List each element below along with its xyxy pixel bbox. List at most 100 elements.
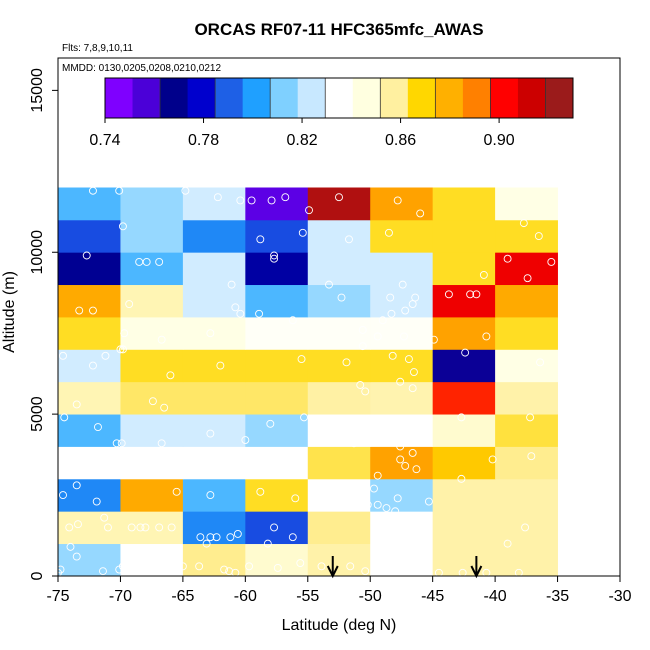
- sample-point: [385, 228, 393, 237]
- sample-point: [72, 552, 81, 561]
- sample-point: [361, 567, 370, 576]
- sample-point: [281, 193, 290, 202]
- heatmap-cell: [495, 543, 558, 577]
- sample-point: [350, 439, 358, 448]
- sample-point: [337, 293, 346, 302]
- dates-note: MMDD: 0130,0205,0208,0210,0212: [62, 63, 221, 74]
- sample-point: [547, 258, 556, 266]
- heatmap-cell: [495, 187, 558, 221]
- colorbar-swatch: [545, 78, 574, 118]
- sample-point: [100, 513, 109, 522]
- sample-point: [280, 468, 288, 477]
- x-tick-label: -30: [608, 588, 631, 605]
- colorbar: 0.74 0.78 0.82 0.86 0.90: [89, 77, 574, 149]
- sample-point: [393, 196, 402, 205]
- sample-point: [387, 309, 396, 318]
- y-tick-label: 5000: [29, 396, 46, 432]
- sample-point: [135, 258, 144, 266]
- sample-point: [74, 520, 82, 529]
- latitude-arrow: [470, 556, 483, 579]
- heatmap-cell: [307, 478, 371, 512]
- sample-point: [160, 403, 169, 412]
- sample-point: [227, 280, 236, 289]
- sample-point: [472, 290, 481, 299]
- sample-point: [325, 494, 333, 503]
- sample-point: [288, 533, 297, 542]
- heatmap-cell: [120, 317, 184, 350]
- sample-point: [65, 523, 74, 532]
- sample-point: [296, 559, 305, 567]
- heatmap-cell: [495, 252, 558, 286]
- sample-point: [226, 533, 235, 542]
- sample-point: [361, 387, 370, 396]
- heatmap-cell: [182, 349, 246, 383]
- sample-point: [325, 280, 333, 289]
- sample-point: [408, 300, 417, 308]
- colorbar-swatch: [160, 78, 189, 118]
- sample-point: [116, 345, 125, 354]
- heatmap-cell: [182, 446, 246, 480]
- heatmap-cell: [307, 446, 371, 480]
- heatmap-cell: [58, 284, 121, 318]
- sample-point: [112, 439, 121, 448]
- sample-point: [356, 381, 365, 389]
- heatmap-cell: [120, 478, 184, 512]
- x-tick-label: -60: [234, 588, 257, 605]
- sample-point: [240, 461, 249, 470]
- sample-point: [270, 254, 279, 263]
- sample-point: [317, 562, 326, 571]
- heatmap-cell: [370, 187, 434, 221]
- heatmap-cell: [120, 511, 184, 545]
- sample-point: [373, 471, 382, 480]
- sample-point: [534, 232, 543, 241]
- sample-point: [370, 484, 378, 493]
- sample-point: [378, 316, 387, 325]
- heatmap-cell: [307, 381, 371, 415]
- sample-point: [178, 562, 187, 571]
- heatmap-cell: [495, 349, 558, 383]
- sample-point: [92, 497, 101, 506]
- heatmap-cell: [58, 187, 121, 221]
- sample-point: [399, 332, 408, 341]
- sample-point: [75, 306, 84, 315]
- y-tick-label: 15000: [29, 68, 46, 113]
- heatmap-cell: [432, 478, 496, 512]
- heatmap-cell: [307, 284, 371, 318]
- sample-point: [118, 345, 127, 354]
- heatmap-cell: [58, 317, 121, 350]
- sample-point: [270, 523, 279, 532]
- heatmap-cell: [245, 317, 309, 350]
- sample-point: [263, 539, 272, 548]
- sample-point: [396, 377, 405, 386]
- sample-point: [101, 351, 110, 360]
- heatmap-cell: [58, 478, 121, 512]
- colorbar-swatch: [297, 78, 326, 118]
- sample-point: [66, 542, 75, 551]
- x-tick-label: -45: [421, 588, 444, 605]
- sample-point: [59, 491, 67, 500]
- heatmap-cell: [182, 284, 246, 318]
- heatmap-cell: [58, 511, 121, 545]
- heatmap-cell: [182, 543, 246, 577]
- sample-point: [59, 351, 67, 360]
- heatmap-cell: [370, 414, 434, 447]
- sample-point: [241, 436, 250, 444]
- heatmap-cell: [370, 219, 434, 253]
- heatmap-cell: [370, 252, 434, 286]
- sample-point: [503, 254, 512, 263]
- heatmap-cell: [120, 219, 184, 253]
- heatmap-cell: [432, 187, 496, 221]
- sample-point: [457, 474, 466, 483]
- heatmap-cell: [182, 478, 246, 512]
- sample-point: [72, 400, 81, 409]
- sample-point: [202, 539, 211, 548]
- colorbar-swatch: [242, 78, 271, 118]
- heatmap-cell: [432, 543, 496, 577]
- sample-point: [393, 494, 402, 503]
- heatmap-cell: [432, 349, 496, 383]
- sample-point: [291, 494, 300, 503]
- heatmap-cell: [58, 414, 121, 447]
- heatmap-cell: [307, 414, 371, 447]
- heatmap-cell: [495, 381, 558, 415]
